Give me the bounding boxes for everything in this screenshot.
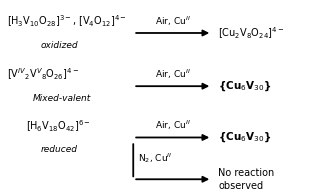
Text: [H$_3$V$_{10}$O$_{28}$]$^{3-}$, [V$_4$O$_{12}$]$^{4-}$: [H$_3$V$_{10}$O$_{28}$]$^{3-}$, [V$_4$O$… bbox=[7, 14, 127, 29]
Text: N$_2$, Cu$^{II}$: N$_2$, Cu$^{II}$ bbox=[138, 152, 172, 165]
Text: reduced: reduced bbox=[41, 145, 78, 154]
Text: No reaction
observed: No reaction observed bbox=[218, 168, 275, 191]
Text: {Cu$_6$V$_{30}$}: {Cu$_6$V$_{30}$} bbox=[218, 79, 272, 93]
Text: oxidized: oxidized bbox=[40, 41, 78, 50]
Text: [V$^{IV}$$_2$V$^{V}$$_8$O$_{26}$]$^{4-}$: [V$^{IV}$$_2$V$^{V}$$_8$O$_{26}$]$^{4-}$ bbox=[7, 67, 79, 82]
Text: Mixed-valent: Mixed-valent bbox=[33, 94, 91, 103]
Text: Air, Cu$^{II}$: Air, Cu$^{II}$ bbox=[155, 68, 191, 81]
Text: [H$_6$V$_{18}$O$_{42}$]$^{6-}$: [H$_6$V$_{18}$O$_{42}$]$^{6-}$ bbox=[26, 118, 91, 134]
Text: Air, Cu$^{II}$: Air, Cu$^{II}$ bbox=[155, 14, 191, 28]
Text: [Cu$_2$V$_8$O$_{24}$]$^{4-}$: [Cu$_2$V$_8$O$_{24}$]$^{4-}$ bbox=[218, 25, 285, 41]
Text: Air, Cu$^{II}$: Air, Cu$^{II}$ bbox=[155, 119, 191, 132]
Text: {Cu$_6$V$_{30}$}: {Cu$_6$V$_{30}$} bbox=[218, 131, 272, 144]
